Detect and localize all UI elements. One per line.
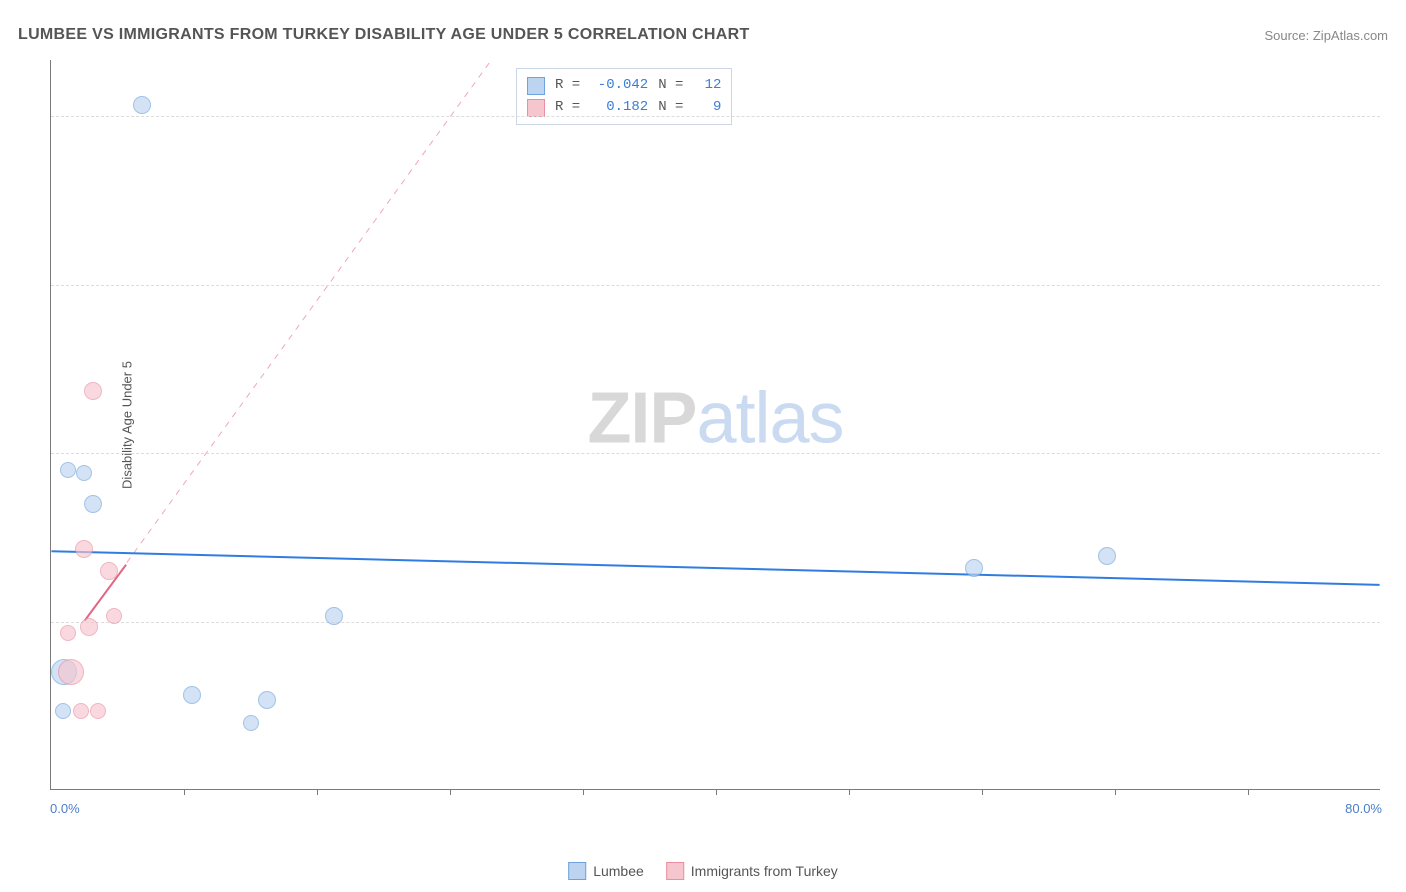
data-point [80, 618, 98, 636]
x-tick [1248, 789, 1249, 795]
stats-row: R = 0.182 N = 9 [527, 97, 721, 119]
chart-source: Source: ZipAtlas.com [1264, 28, 1388, 43]
gridline [51, 622, 1380, 623]
data-point [76, 465, 92, 481]
data-point [60, 462, 76, 478]
data-point [258, 691, 276, 709]
x-tick [1115, 789, 1116, 795]
data-point [183, 686, 201, 704]
x-axis-min-label: 0.0% [50, 801, 80, 816]
legend-swatch [527, 77, 545, 95]
legend-item: Lumbee [568, 862, 644, 880]
data-point [84, 382, 102, 400]
watermark-atlas: atlas [696, 378, 843, 458]
x-tick [583, 789, 584, 795]
watermark-zip: ZIP [587, 378, 696, 458]
x-tick [982, 789, 983, 795]
n-label: N = [658, 75, 683, 97]
chart-title: LUMBEE VS IMMIGRANTS FROM TURKEY DISABIL… [18, 26, 750, 44]
r-value: -0.042 [590, 75, 648, 97]
stats-row: R = -0.042 N = 12 [527, 75, 721, 97]
r-label: R = [555, 75, 580, 97]
trend-line [51, 551, 1379, 585]
data-point [75, 540, 93, 558]
data-point [133, 96, 151, 114]
y-axis-label: Disability Age Under 5 [119, 361, 134, 489]
x-axis-max-label: 80.0% [1345, 801, 1382, 816]
data-point [1098, 547, 1116, 565]
legend-label: Lumbee [593, 863, 644, 879]
legend-swatch [666, 862, 684, 880]
x-tick [184, 789, 185, 795]
x-tick [849, 789, 850, 795]
data-point [325, 607, 343, 625]
data-point [60, 625, 76, 641]
gridline [51, 453, 1380, 454]
chart-plot-area: Disability Age Under 5 ZIPatlas R = -0.04… [50, 60, 1380, 790]
n-value: 9 [693, 97, 721, 119]
x-tick [716, 789, 717, 795]
n-value: 12 [693, 75, 721, 97]
legend-label: Immigrants from Turkey [691, 863, 838, 879]
r-value: 0.182 [590, 97, 648, 119]
x-tick [317, 789, 318, 795]
r-label: R = [555, 97, 580, 119]
series-legend: Lumbee Immigrants from Turkey [568, 862, 838, 880]
data-point [73, 703, 89, 719]
data-point [58, 659, 84, 685]
trend-lines [51, 60, 1380, 789]
data-point [100, 562, 118, 580]
gridline [51, 116, 1380, 117]
x-tick [450, 789, 451, 795]
data-point [55, 703, 71, 719]
gridline [51, 285, 1380, 286]
data-point [84, 495, 102, 513]
n-label: N = [658, 97, 683, 119]
data-point [106, 608, 122, 624]
chart-header: LUMBEE VS IMMIGRANTS FROM TURKEY DISABIL… [18, 20, 1388, 50]
legend-swatch [527, 99, 545, 117]
legend-item: Immigrants from Turkey [666, 862, 838, 880]
trend-line [85, 60, 492, 621]
watermark: ZIPatlas [587, 377, 843, 459]
data-point [243, 715, 259, 731]
data-point [90, 703, 106, 719]
legend-swatch [568, 862, 586, 880]
data-point [965, 559, 983, 577]
